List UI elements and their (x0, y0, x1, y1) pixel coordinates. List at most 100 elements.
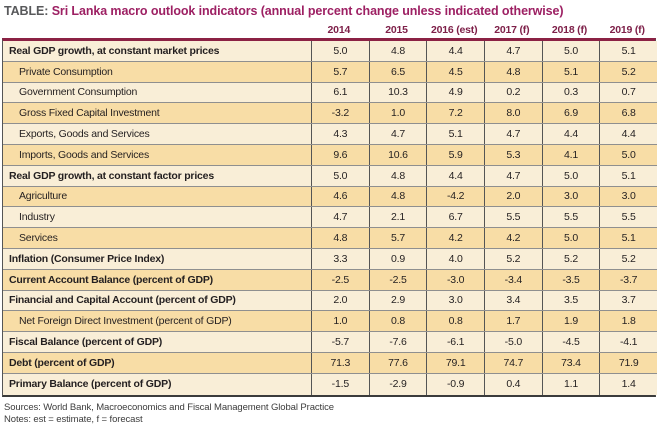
row-label: Financial and Capital Account (percent o… (9, 294, 236, 307)
row-value: 4.9 (426, 82, 484, 103)
row-value: -3.2 (311, 103, 369, 124)
row-value: 4.8 (368, 165, 427, 186)
row-value: 5.1 (426, 124, 484, 144)
row-value: 5.0 (311, 165, 369, 186)
column-header-2018-f: 2018 (f) (551, 24, 588, 36)
row-value: 9.6 (311, 144, 369, 165)
row-label: Debt (percent of GDP) (9, 356, 115, 369)
row-value: 5.1 (599, 165, 657, 186)
row-value: 0.3 (541, 82, 600, 103)
row-value: 4.8 (311, 228, 369, 248)
row-value: 5.0 (599, 144, 657, 165)
row-value: -4.1 (599, 332, 657, 352)
row-value: 71.3 (311, 352, 369, 373)
row-value: 79.1 (426, 352, 484, 373)
table-row: Real GDP growth, at constant factor pric… (3, 165, 657, 187)
row-value: 0.7 (599, 82, 657, 103)
row-value: 3.0 (426, 290, 484, 311)
row-value: 3.5 (541, 290, 600, 311)
row-value: 2.1 (368, 207, 427, 228)
row-value: 5.5 (484, 207, 542, 228)
table-row: Imports, Goods and Services 9.6 10.6 5.9 5.3… (3, 144, 657, 166)
row-value: 8.0 (484, 103, 542, 124)
row-label: Gross Fixed Capital Investment (19, 107, 160, 120)
column-header-2016-est: 2016 (est) (430, 24, 478, 36)
table-title-text: Sri Lanka macro outlook indicators (annu… (51, 4, 564, 18)
row-value: 3.3 (311, 248, 369, 269)
row-value: 4.2 (484, 228, 542, 248)
row-value: 77.6 (368, 352, 427, 373)
row-label: Net Foreign Direct Investment (percent o… (19, 315, 232, 328)
row-value: 4.8 (368, 186, 427, 207)
row-value: 10.3 (368, 82, 427, 103)
row-value: 1.0 (311, 311, 369, 332)
row-value: 6.8 (599, 103, 657, 124)
table-header-row: 2014 2015 2016 (est) 2017 (f) 2018 (f) 2… (2, 22, 656, 38)
table-row: Government Consumption 6.1 10.3 4.9 0.2 0.3 0.… (3, 82, 657, 104)
row-value: 3.0 (599, 186, 657, 207)
table-body: Real GDP growth, at constant market pric… (2, 38, 657, 397)
table-row: Gross Fixed Capital Investment -3.2 1.0 7.2… (3, 103, 657, 125)
table-row: Exports, Goods and Services 4.3 4.7 5.1 4.7 4… (3, 124, 657, 145)
row-value: 5.5 (541, 207, 600, 228)
row-value: 0.8 (426, 311, 484, 332)
table-row: Inflation (Consumer Price Index) 3.3 0.9 4.… (3, 248, 657, 270)
column-header-2014: 2014 (327, 24, 351, 36)
row-label: Private Consumption (19, 65, 113, 78)
report-table-page: TABLE: Sri Lanka macro outlook indicator… (2, 0, 658, 427)
column-header-2017-f: 2017 (f) (494, 24, 530, 36)
row-value: -3.5 (541, 269, 600, 290)
row-value: 5.0 (541, 228, 600, 248)
row-label: Services (19, 232, 58, 245)
row-label: Fiscal Balance (percent of GDP) (9, 336, 163, 349)
row-value: -4.2 (426, 186, 484, 207)
row-value: 6.5 (368, 61, 427, 82)
row-value: 2.0 (311, 290, 369, 311)
row-value: 1.8 (599, 311, 657, 332)
row-value: 71.9 (599, 352, 657, 373)
row-label: Industry (19, 211, 55, 224)
row-value: 5.1 (599, 228, 657, 248)
row-value: 4.0 (426, 248, 484, 269)
row-value: 6.1 (311, 82, 369, 103)
table-row: Current Account Balance (percent of GDP)… (3, 269, 657, 291)
row-value: -3.0 (426, 269, 484, 290)
row-value: 1.1 (541, 373, 600, 395)
row-value: 5.2 (484, 248, 542, 269)
table-row: Financial and Capital Account (percent o… (3, 290, 657, 312)
row-value: 4.3 (311, 124, 369, 144)
row-value: 4.1 (541, 144, 600, 165)
row-value: 4.8 (368, 41, 427, 61)
row-value: -7.6 (368, 332, 427, 352)
row-value: 73.4 (541, 352, 600, 373)
column-header-2019-f: 2019 (f) (609, 24, 645, 36)
row-value: 6.7 (426, 207, 484, 228)
row-value: 5.7 (311, 61, 369, 82)
row-value: 5.1 (599, 41, 657, 61)
row-label: Exports, Goods and Services (19, 128, 150, 141)
row-value: 4.5 (426, 61, 484, 82)
row-value: -1.5 (311, 373, 369, 395)
row-value: 0.2 (484, 82, 542, 103)
row-value: 6.9 (541, 103, 600, 124)
row-value: 1.0 (368, 103, 427, 124)
row-value: -2.5 (311, 269, 369, 290)
row-label: Agriculture (19, 190, 67, 203)
row-value: 3.0 (541, 186, 600, 207)
row-value: 4.4 (426, 165, 484, 186)
table-row: Real GDP growth, at constant market pric… (3, 41, 657, 62)
row-value: 2.9 (368, 290, 427, 311)
row-value: -2.5 (368, 269, 427, 290)
row-value: 5.1 (541, 61, 600, 82)
row-value: 4.7 (484, 124, 542, 144)
row-value: 5.7 (368, 228, 427, 248)
row-value: 4.7 (368, 124, 427, 144)
row-value: 4.7 (484, 165, 542, 186)
row-label: Government Consumption (19, 86, 138, 99)
row-value: -0.9 (426, 373, 484, 395)
row-value: -3.7 (599, 269, 657, 290)
row-value: 5.2 (541, 248, 600, 269)
row-label: Imports, Goods and Services (19, 148, 149, 161)
row-value: 10.6 (368, 144, 427, 165)
row-label: Real GDP growth, at constant market pric… (9, 44, 220, 57)
